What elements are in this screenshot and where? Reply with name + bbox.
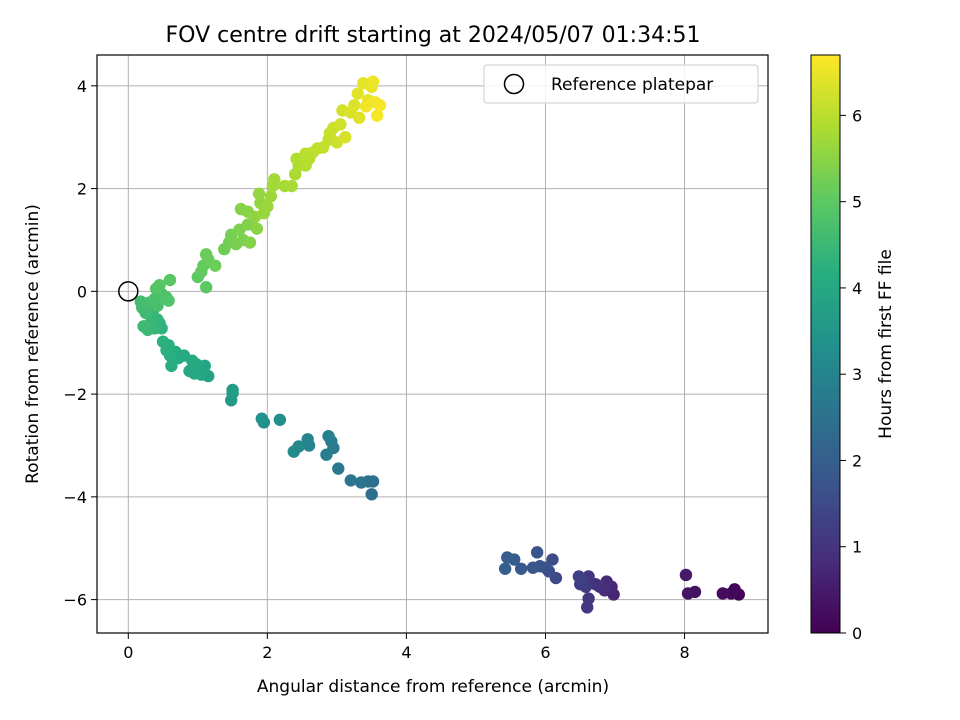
y-axis-label: Rotation from reference (arcmin) [23, 204, 43, 484]
legend-label: Reference platepar [551, 75, 713, 95]
data-point [320, 448, 333, 461]
grid-lines [97, 55, 768, 633]
data-points [134, 75, 745, 614]
y-axis-ticks: −6 −4 −2 0 2 4 [63, 77, 97, 610]
legend-open-circle-icon [503, 73, 525, 95]
colorbar-tick-label: 5 [852, 193, 862, 212]
y-tick-label: −2 [63, 385, 87, 404]
data-point [371, 109, 384, 122]
data-point [581, 601, 594, 614]
colorbar-tick-label: 3 [852, 365, 862, 384]
data-point [255, 412, 268, 425]
legend: Reference platepar [483, 64, 759, 104]
data-point [285, 179, 298, 193]
x-tick-label: 2 [262, 643, 272, 662]
data-point [273, 413, 287, 426]
reference-platepar-marker [118, 281, 139, 302]
data-point [199, 248, 213, 261]
data-point [156, 335, 170, 348]
colorbar: 0 1 2 3 4 5 6 Hours from first FF file [810, 54, 896, 643]
data-point [530, 546, 544, 559]
data-point [546, 553, 559, 566]
data-point [165, 359, 178, 373]
colorbar-tick-label: 0 [852, 624, 862, 643]
legend-box [483, 64, 759, 104]
data-point [332, 462, 345, 475]
data-point [226, 386, 239, 400]
colorbar-tick-label: 4 [852, 279, 862, 298]
colorbar-tick-label: 1 [852, 538, 862, 557]
colorbar-gradient [810, 54, 841, 634]
x-tick-label: 0 [123, 643, 133, 662]
x-axis-label: Angular distance from reference (arcmin) [257, 677, 609, 697]
y-tick-label: 4 [77, 77, 87, 96]
data-point [351, 87, 364, 100]
plot-frame [96, 54, 769, 634]
data-point [498, 562, 512, 575]
data-point [287, 445, 300, 458]
data-point [290, 152, 303, 165]
data-point [137, 320, 150, 333]
data-point [501, 551, 514, 564]
data-point [344, 474, 357, 487]
data-point [373, 99, 387, 112]
data-point [339, 131, 352, 144]
data-point [716, 587, 730, 600]
y-tick-label: 0 [77, 282, 87, 301]
data-point [526, 561, 540, 574]
data-point [514, 562, 528, 575]
data-point [348, 99, 361, 112]
data-point [163, 273, 177, 287]
colorbar-tick-label: 6 [852, 106, 862, 125]
colorbar-ticks: 0 1 2 3 4 5 6 [840, 106, 862, 643]
data-point [268, 173, 281, 186]
y-tick-label: −6 [63, 591, 87, 610]
data-point [264, 190, 278, 203]
data-point [355, 476, 368, 489]
data-point [261, 200, 274, 213]
data-point [162, 294, 175, 307]
data-point [572, 570, 586, 583]
data-point [334, 118, 347, 131]
data-point [322, 430, 335, 443]
data-point [681, 587, 695, 600]
data-point [199, 281, 213, 294]
chart-title: FOV centre drift starting at 2024/05/07 … [166, 23, 701, 48]
data-point [352, 111, 366, 124]
x-tick-label: 6 [540, 643, 550, 662]
x-tick-label: 8 [679, 643, 689, 662]
data-point [153, 278, 166, 292]
colorbar-tick-label: 2 [852, 451, 862, 470]
data-point [250, 222, 264, 235]
data-point [301, 433, 314, 446]
data-point [679, 568, 693, 582]
y-tick-label: 2 [77, 180, 87, 199]
data-point [366, 75, 380, 88]
x-axis-ticks: 0 2 4 6 8 [123, 633, 690, 662]
x-tick-label: 4 [401, 643, 411, 662]
y-tick-label: −4 [63, 488, 87, 507]
data-point [209, 259, 222, 272]
data-point [243, 236, 257, 249]
colorbar-label: Hours from first FF file [876, 249, 896, 439]
data-point [183, 364, 196, 378]
data-point [252, 187, 266, 200]
data-point [365, 488, 378, 501]
